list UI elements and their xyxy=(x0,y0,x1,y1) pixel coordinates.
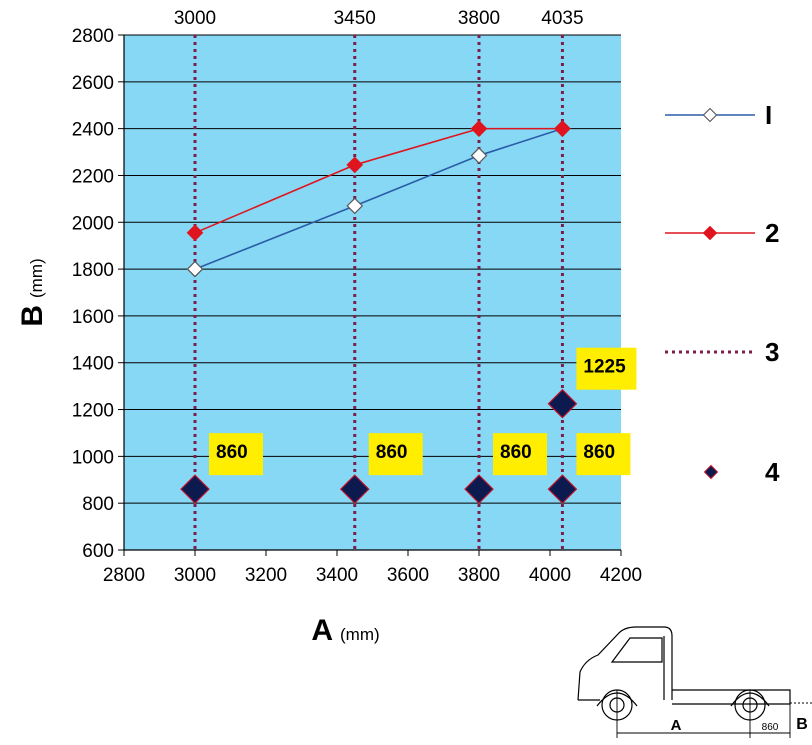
legend-swatch-marker xyxy=(702,225,718,241)
series-1-point xyxy=(346,197,364,215)
legend-item-2: 2 xyxy=(665,218,779,248)
point-4-label-box xyxy=(209,433,263,476)
y-tick-label: 1400 xyxy=(72,354,114,375)
point-4-label: 1225 xyxy=(583,357,626,378)
y-tick-label: 1200 xyxy=(72,401,114,422)
point-4-label-box xyxy=(576,433,631,476)
x-tick-label: 3200 xyxy=(245,565,287,586)
point-4-label: 860 xyxy=(376,442,408,463)
legend-item-1: I xyxy=(665,100,772,130)
series-1-point xyxy=(470,147,488,164)
x-tick-label: 4000 xyxy=(529,565,571,586)
y-axis-label: B xyxy=(16,305,49,327)
legend-label: 2 xyxy=(765,218,779,248)
y-tick-label: 2600 xyxy=(72,73,114,94)
x-axis-unit: (mm) xyxy=(340,625,380,644)
point-4-label: 860 xyxy=(216,442,248,463)
y-tick-label: 2000 xyxy=(72,213,114,234)
y-tick-label: 2400 xyxy=(72,120,114,141)
truck-chassis xyxy=(672,689,791,705)
series-2-point xyxy=(470,120,488,137)
point-4-label: 860 xyxy=(500,442,532,463)
y-axis-title: B (mm) xyxy=(16,258,49,326)
point-4-marker xyxy=(180,474,210,504)
x-tick-label: 3000 xyxy=(174,565,216,586)
legend-label: 3 xyxy=(765,337,779,367)
point-4-marker xyxy=(339,474,370,504)
legend-item-3: 3 xyxy=(665,337,779,367)
x-tick-label: 3800 xyxy=(458,565,500,586)
plot-area: 600 800 1000 1200 1400 1600 1800 2000 2200 2400 26… xyxy=(72,8,642,586)
point-4-marker xyxy=(464,474,494,504)
series-2-point xyxy=(186,224,204,242)
reference-line-label: 3000 xyxy=(174,8,216,29)
y-axis-unit: (mm) xyxy=(27,258,46,298)
legend-item-4: 4 xyxy=(703,457,780,487)
truck-cab-outline xyxy=(577,626,673,701)
series-1-point xyxy=(186,260,204,278)
point-4-marker xyxy=(547,474,578,504)
y-tick-label: 1800 xyxy=(72,260,114,281)
series-2-point xyxy=(346,156,364,174)
y-tick-label: 800 xyxy=(82,494,114,515)
x-axis-label: A xyxy=(311,614,333,647)
legend: I 2 3 4 xyxy=(665,100,780,487)
legend-label: I xyxy=(765,100,772,130)
x-tick-label: 4200 xyxy=(600,565,642,586)
legend-swatch-marker xyxy=(702,107,718,123)
x-tick-label: 3600 xyxy=(387,565,429,586)
y-tick-label: 2200 xyxy=(72,166,114,187)
y-tick-label: 1600 xyxy=(72,307,114,328)
truck-diagram: A 860 B xyxy=(577,626,812,738)
truck-window xyxy=(610,637,663,663)
truck-label-a: A xyxy=(671,717,682,734)
x-tick-label: 2800 xyxy=(103,565,145,586)
series-2-point xyxy=(554,120,571,137)
y-tick-label: 600 xyxy=(82,541,114,562)
point-4-label: 860 xyxy=(583,442,615,463)
series-1-line xyxy=(194,127,563,270)
y-tick-label: 2800 xyxy=(72,26,114,47)
truck-label-b: B xyxy=(796,716,808,733)
x-axis-title: A (mm) xyxy=(311,614,379,647)
x-tick-label: 3400 xyxy=(316,565,358,586)
reference-line-label: 3800 xyxy=(458,8,500,29)
point-4-label-box xyxy=(576,347,637,390)
reference-line-label: 4035 xyxy=(541,8,583,29)
y-tick-label: 1000 xyxy=(72,447,114,468)
point-4-label-box xyxy=(368,433,423,476)
legend-swatch xyxy=(703,464,719,480)
legend-label: 4 xyxy=(765,457,780,487)
point-4-label-box xyxy=(493,433,547,476)
point-4-marker xyxy=(547,388,578,419)
truck-label-860: 860 xyxy=(762,722,779,733)
reference-line-label: 3450 xyxy=(334,8,376,29)
series-2-line xyxy=(194,127,563,234)
